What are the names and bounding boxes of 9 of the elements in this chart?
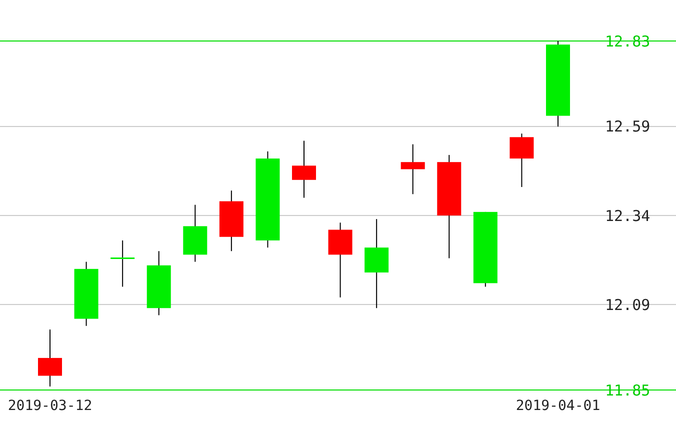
candlestick (400, 144, 425, 195)
candlestick (110, 240, 136, 288)
x-tick-label: 2019-03-12 (8, 398, 92, 414)
y-tick-label: 12.34 (605, 206, 650, 225)
y-tick-label: 12.59 (605, 118, 650, 136)
candlestick (292, 140, 316, 198)
candlestick (38, 328, 62, 387)
y-tick-label: 12.09 (605, 296, 650, 314)
x-tick-label: 2019-04-01 (516, 398, 600, 414)
